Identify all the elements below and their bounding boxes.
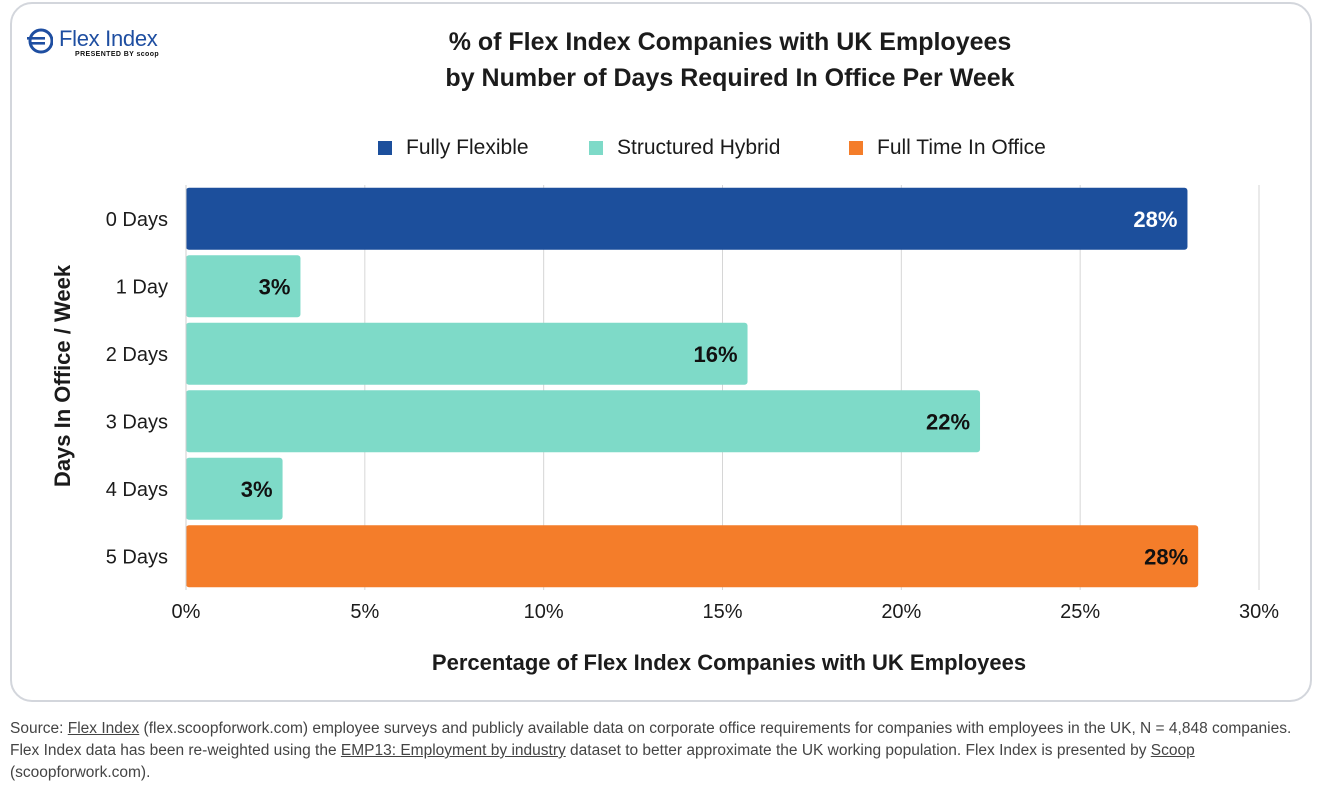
logo-wordmark: Flex Index bbox=[59, 26, 158, 51]
x-tick-label: 30% bbox=[1239, 601, 1279, 623]
bar-value-label: 28% bbox=[1144, 544, 1188, 569]
y-tick-label: 2 Days bbox=[106, 344, 168, 366]
scoop-link[interactable]: Scoop bbox=[1150, 742, 1195, 759]
bar-value-label: 3% bbox=[241, 477, 273, 502]
x-tick-label: 5% bbox=[350, 601, 379, 623]
chart-title: % of Flex Index Companies with UK Employ… bbox=[330, 24, 1130, 96]
y-tick-label: 3 Days bbox=[106, 411, 168, 433]
x-tick-label: 25% bbox=[1060, 601, 1100, 623]
y-tick-label: 5 Days bbox=[106, 546, 168, 568]
y-axis-title: Days In Office / Week bbox=[50, 264, 75, 487]
legend-item-fully-flexible: Fully Flexible bbox=[378, 134, 529, 162]
legend-item-structured-hybrid: Structured Hybrid bbox=[589, 134, 780, 162]
bar-value-label: 22% bbox=[926, 409, 970, 434]
bar-4-days bbox=[186, 457, 283, 520]
bar-1-day bbox=[186, 255, 301, 318]
x-tick-label: 15% bbox=[702, 601, 742, 623]
bar-3-days bbox=[186, 390, 981, 453]
y-tick-label: 1 Day bbox=[116, 276, 168, 298]
emp13-dataset-link[interactable]: EMP13: Employment by industry bbox=[340, 742, 566, 759]
bar-value-label: 3% bbox=[259, 274, 291, 299]
chart-title-line-2: by Number of Days Required In Office Per… bbox=[445, 64, 1015, 92]
bar-value-label: 16% bbox=[693, 342, 737, 367]
footnote-text: dataset to better approximate the UK wor… bbox=[565, 742, 1151, 759]
source-footnote: Source: Flex Index (flex.scoopforwork.co… bbox=[10, 718, 1310, 784]
bar-0-days bbox=[186, 187, 1188, 250]
logo-presented-by: PRESENTED BY scoop bbox=[75, 51, 160, 58]
bar-5-days bbox=[186, 525, 1199, 588]
legend-label: Structured Hybrid bbox=[617, 136, 781, 159]
x-tick-label: 0% bbox=[172, 601, 201, 623]
footnote-text: Source: bbox=[10, 720, 68, 737]
flex-index-link[interactable]: Flex Index bbox=[67, 720, 140, 737]
bar-value-label: 28% bbox=[1133, 207, 1177, 232]
footnote-text: (flex.scoopforwork.com) employee surveys… bbox=[10, 720, 1292, 759]
flex-index-logo[interactable]: Flex Index PRESENTED BY scoop bbox=[27, 26, 187, 66]
footnote-text: (scoopforwork.com). bbox=[10, 764, 151, 781]
legend-swatch bbox=[849, 141, 863, 155]
x-tick-label: 10% bbox=[524, 601, 564, 623]
flex-index-logo-icon bbox=[27, 28, 53, 54]
bar-chart: 28% 0 Days 3% 1 Day 16% 2 Days 22% 3 Days 3% 4 Da… bbox=[50, 185, 1279, 675]
legend-label: Full Time In Office bbox=[877, 136, 1046, 159]
legend-item-full-time-in-office: Full Time In Office bbox=[849, 134, 1046, 162]
bar-2-days bbox=[186, 322, 748, 385]
x-tick-label: 20% bbox=[881, 601, 921, 623]
chart-title-line-1: % of Flex Index Companies with UK Employ… bbox=[448, 28, 1012, 56]
x-axis-title: Percentage of Flex Index Companies with … bbox=[432, 650, 1026, 675]
legend-label: Fully Flexible bbox=[406, 136, 529, 159]
legend-swatch bbox=[589, 141, 603, 155]
chart-legend: Fully Flexible Structured Hybrid Full Ti… bbox=[0, 134, 1324, 162]
y-tick-label: 4 Days bbox=[106, 479, 168, 501]
legend-swatch bbox=[378, 141, 392, 155]
y-tick-label: 0 Days bbox=[106, 209, 168, 231]
